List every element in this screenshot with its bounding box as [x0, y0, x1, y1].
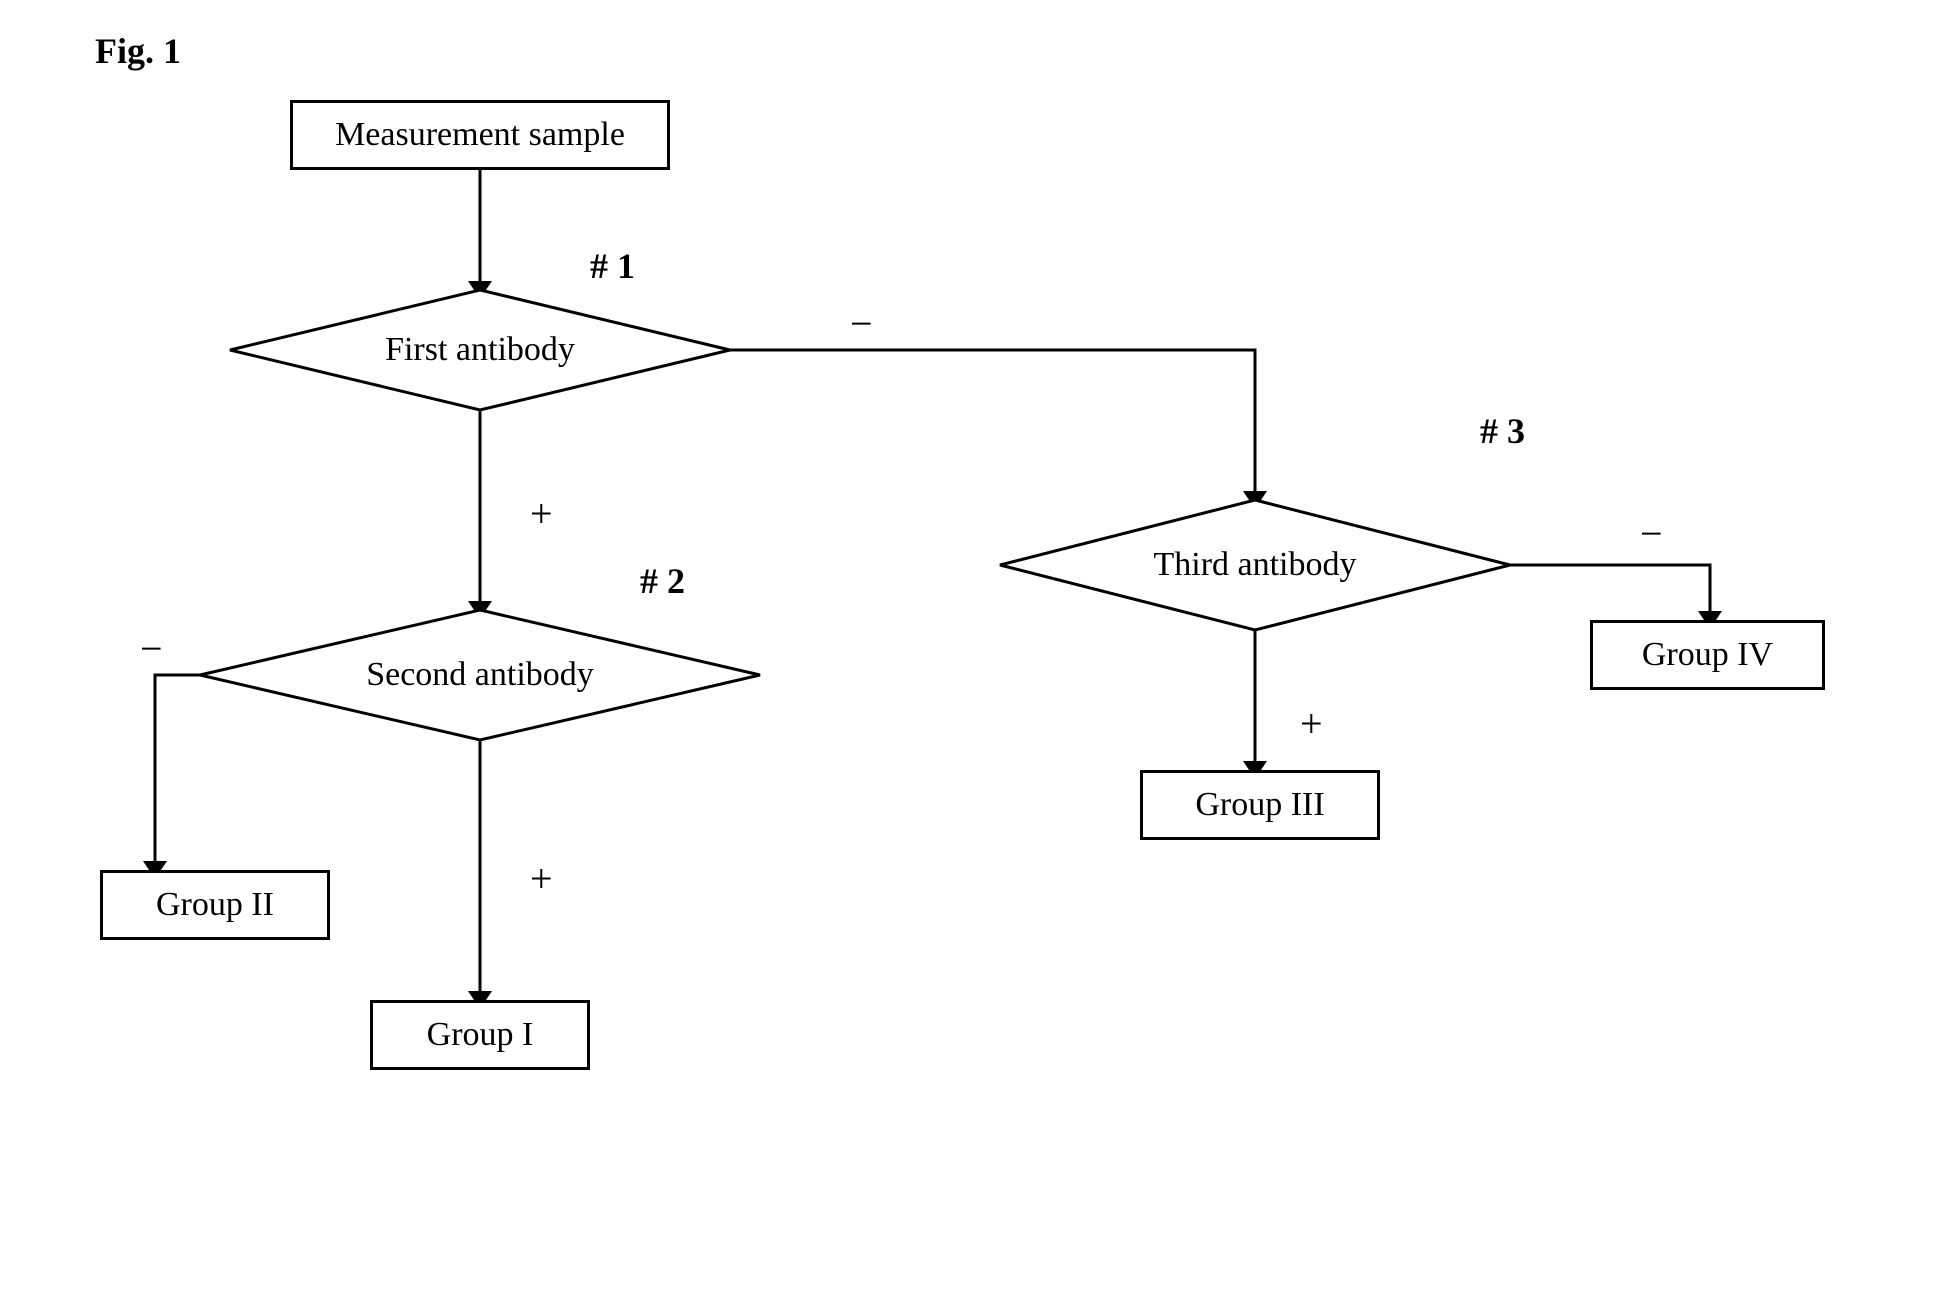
node-label: Measurement sample — [335, 116, 625, 154]
edge — [730, 350, 1255, 500]
node-second-antibody: Second antibody — [200, 610, 760, 740]
node-label: Second antibody — [366, 656, 594, 694]
edge-label: − — [140, 625, 163, 672]
decision-tag-3: # 3 — [1480, 410, 1525, 452]
node-label: Group IV — [1642, 636, 1773, 674]
edge-label: − — [850, 300, 873, 347]
node-label: First antibody — [385, 331, 575, 369]
edge-label: + — [530, 855, 553, 902]
flowchart-canvas: Fig. 1 Measurement sample First antibody… — [0, 0, 1934, 1303]
node-label: Group I — [427, 1016, 534, 1054]
decision-tag-1: # 1 — [590, 245, 635, 287]
edge-label: + — [530, 490, 553, 537]
edge-label: − — [1640, 510, 1663, 557]
edge — [1510, 565, 1710, 620]
node-third-antibody: Third antibody — [1000, 500, 1510, 630]
node-label: Third antibody — [1153, 546, 1356, 584]
node-label: Group II — [156, 886, 274, 924]
node-group-i: Group I — [370, 1000, 590, 1070]
edge-label: + — [1300, 700, 1323, 747]
node-group-ii: Group II — [100, 870, 330, 940]
node-label: Group III — [1195, 786, 1324, 824]
node-group-iii: Group III — [1140, 770, 1380, 840]
node-measurement-sample: Measurement sample — [290, 100, 670, 170]
figure-title: Fig. 1 — [95, 30, 181, 72]
node-group-iv: Group IV — [1590, 620, 1825, 690]
decision-tag-2: # 2 — [640, 560, 685, 602]
node-first-antibody: First antibody — [230, 290, 730, 410]
edge — [155, 675, 200, 870]
